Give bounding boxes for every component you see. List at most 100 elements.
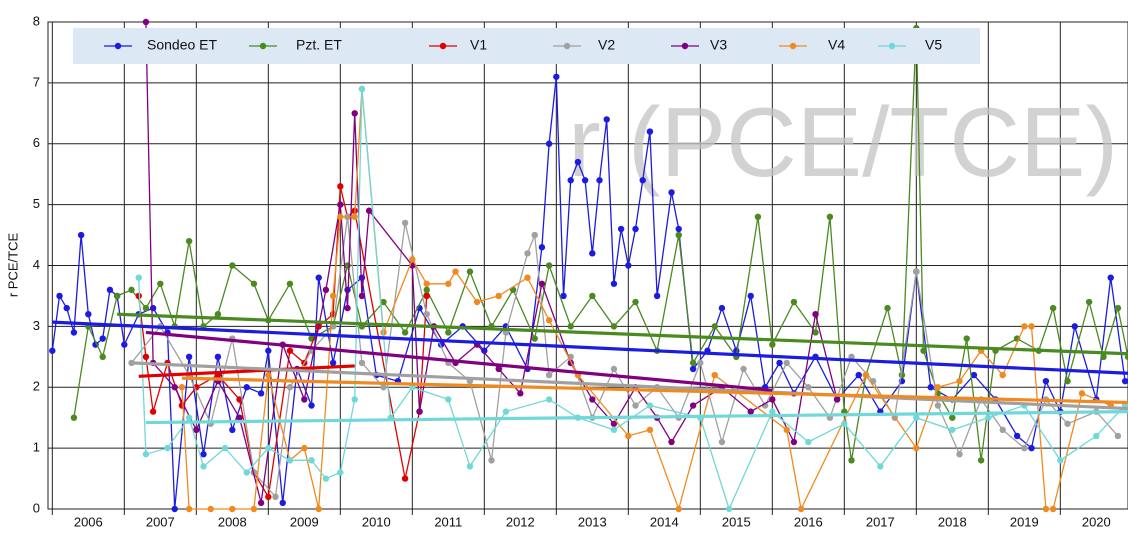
data-point xyxy=(999,371,1006,379)
legend-marker xyxy=(114,42,122,50)
data-point xyxy=(855,371,862,379)
y-tick-label: 5 xyxy=(33,196,40,211)
data-point xyxy=(545,140,553,147)
x-tick-label: 2019 xyxy=(1010,514,1039,529)
data-point xyxy=(409,256,416,263)
data-point xyxy=(1078,390,1086,397)
data-point xyxy=(423,292,430,300)
data-point xyxy=(416,408,423,415)
x-tick-label: 2010 xyxy=(362,514,391,529)
data-point xyxy=(1042,377,1050,385)
data-point xyxy=(689,365,697,373)
data-point xyxy=(1021,444,1028,452)
data-point xyxy=(423,311,430,318)
data-point xyxy=(178,384,186,391)
data-point xyxy=(1107,274,1114,281)
data-point xyxy=(337,201,344,208)
data-point xyxy=(495,365,502,373)
data-point xyxy=(207,505,214,513)
data-point xyxy=(322,286,330,294)
data-point xyxy=(985,414,992,421)
data-point xyxy=(106,286,114,294)
data-point xyxy=(322,475,330,482)
data-point xyxy=(185,353,193,361)
data-point xyxy=(769,408,776,415)
data-point xyxy=(538,280,546,287)
data-point xyxy=(466,268,474,275)
data-point xyxy=(589,292,596,300)
data-point xyxy=(85,311,92,318)
data-point xyxy=(610,426,618,434)
legend-marker xyxy=(439,42,447,50)
data-point xyxy=(445,329,452,336)
data-point xyxy=(308,402,315,409)
y-tick-label: 8 xyxy=(33,13,40,28)
data-point xyxy=(754,213,762,220)
trend-line xyxy=(138,364,355,378)
data-point xyxy=(171,384,178,391)
data-point xyxy=(545,371,553,379)
data-point xyxy=(113,292,121,300)
data-point xyxy=(56,292,63,300)
legend-marker xyxy=(888,42,896,50)
data-point xyxy=(675,231,682,239)
y-tick-label: 3 xyxy=(33,318,40,333)
data-point xyxy=(877,463,884,470)
data-point xyxy=(949,414,956,421)
legend-label: Sondeo ET xyxy=(147,37,217,53)
series-line xyxy=(138,88,1126,511)
data-point xyxy=(473,298,481,306)
data-point xyxy=(524,274,531,281)
data-point xyxy=(257,499,265,507)
data-point xyxy=(351,110,358,117)
data-point xyxy=(610,365,618,373)
data-point xyxy=(142,304,150,312)
series-line xyxy=(73,28,1128,461)
data-point xyxy=(999,426,1006,434)
x-tick-label: 2014 xyxy=(650,514,679,529)
x-tick-label: 2015 xyxy=(722,514,751,529)
data-point xyxy=(229,505,236,513)
data-point xyxy=(553,73,560,80)
data-point xyxy=(229,262,236,269)
trend-line xyxy=(181,376,1128,405)
x-tick-label: 2020 xyxy=(1082,514,1111,529)
data-point xyxy=(286,384,294,391)
data-point xyxy=(711,371,718,379)
data-point xyxy=(963,335,970,342)
data-point xyxy=(185,237,193,245)
data-point xyxy=(466,463,474,470)
legend-entries: Sondeo ET Pzt. ET V1 V2 V3 V4 V5 xyxy=(104,37,942,53)
legend-label: V3 xyxy=(710,37,727,53)
x-tick-label: 2018 xyxy=(938,514,967,529)
data-point xyxy=(747,408,754,415)
data-point xyxy=(1013,432,1021,440)
data-point xyxy=(956,377,963,385)
data-point xyxy=(1028,444,1035,452)
watermark: r (PCE/TCE) xyxy=(568,87,1118,197)
legend xyxy=(73,28,980,64)
data-point xyxy=(797,505,805,513)
data-point xyxy=(1093,432,1100,440)
y-axis-label: r PCE/TCE xyxy=(5,233,20,298)
data-point xyxy=(301,444,308,452)
data-point xyxy=(668,438,675,446)
data-point xyxy=(639,177,646,184)
data-point xyxy=(545,317,553,324)
data-point xyxy=(1042,505,1050,513)
data-point xyxy=(329,292,337,300)
legend-label: V2 xyxy=(598,37,615,53)
data-point xyxy=(833,396,841,403)
data-point xyxy=(610,420,618,427)
data-point xyxy=(221,444,229,452)
data-point xyxy=(243,469,250,476)
data-point xyxy=(970,371,978,379)
data-point xyxy=(70,414,78,421)
data-point xyxy=(812,311,819,318)
data-point xyxy=(286,457,294,464)
data-point xyxy=(149,408,157,415)
data-point xyxy=(632,298,639,306)
data-point xyxy=(401,329,409,336)
data-point xyxy=(610,280,618,287)
data-point xyxy=(351,213,358,220)
